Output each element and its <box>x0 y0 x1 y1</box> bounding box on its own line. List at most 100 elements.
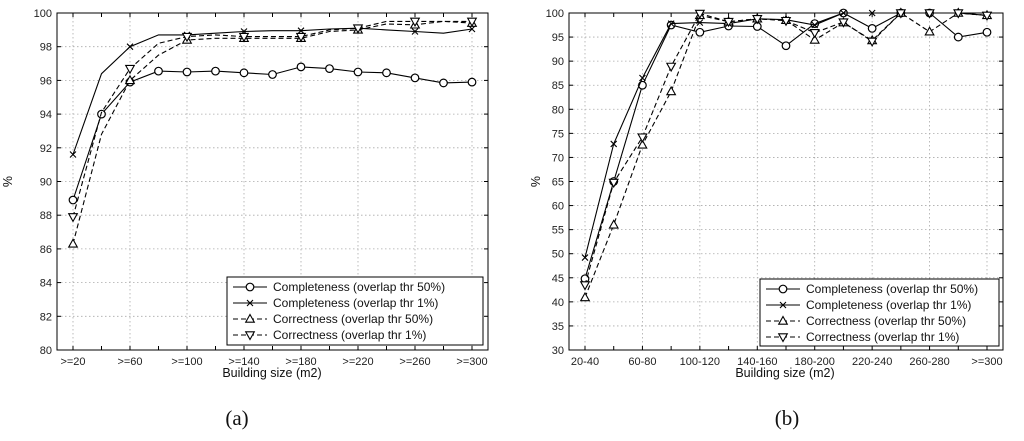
series-line <box>72 20 472 218</box>
series-triangle-up <box>579 7 993 302</box>
y-tick-label: 70 <box>552 152 564 164</box>
data-point <box>581 254 589 261</box>
data-point <box>67 213 79 223</box>
x-tick-label: 20-40 <box>571 356 599 368</box>
legend-label: Correctness (overlap thr 1%) <box>273 328 426 342</box>
x-tick-label: >=180 <box>285 356 316 368</box>
y-axis-label: % <box>1 176 15 187</box>
y-tick-label: 86 <box>40 244 52 256</box>
x-tick-label: 60-80 <box>628 356 656 368</box>
data-point <box>211 66 220 76</box>
series-line <box>72 27 473 155</box>
y-axis-label: % <box>529 176 543 187</box>
x-tick-label: 100-120 <box>680 356 720 368</box>
y-tick-label: 95 <box>552 32 564 44</box>
data-point <box>154 66 163 76</box>
data-point <box>610 140 618 148</box>
legend-marker <box>245 282 255 292</box>
series-x <box>69 24 476 158</box>
y-tick-label: 35 <box>552 321 564 333</box>
series-line <box>72 20 473 244</box>
y-tick-label: 45 <box>552 273 564 285</box>
data-point <box>409 17 421 28</box>
data-point <box>694 9 706 20</box>
data-point <box>69 151 77 158</box>
x-tick-label: >=300 <box>971 356 1002 368</box>
data-point <box>981 11 993 22</box>
data-point <box>840 9 847 17</box>
data-point <box>68 195 78 205</box>
y-tick-label: 50 <box>552 249 564 261</box>
y-tick-label: 60 <box>552 201 564 213</box>
data-point <box>126 43 134 51</box>
legend-label: Completeness (overlap thr 50%) <box>273 280 445 294</box>
data-point <box>953 32 963 42</box>
y-tick-label: 80 <box>40 345 52 357</box>
legend-label: Correctness (overlap thr 1%) <box>806 330 959 344</box>
y-tick-label: 82 <box>40 311 52 323</box>
x-tick-label: >=300 <box>456 356 487 368</box>
y-tick-label: 30 <box>552 345 564 357</box>
y-tick-label: 100 <box>546 8 564 20</box>
data-point <box>295 32 307 43</box>
data-point <box>695 27 705 37</box>
data-point <box>639 74 646 82</box>
y-tick-label: 88 <box>40 210 52 222</box>
panel-caption: (b) <box>775 406 800 430</box>
legend-box <box>226 276 484 346</box>
x-tick-label: >=260 <box>399 356 430 368</box>
data-point <box>924 26 935 36</box>
data-point <box>608 219 619 229</box>
data-point <box>637 139 648 149</box>
data-point <box>866 37 878 48</box>
data-point <box>809 28 820 39</box>
legend-marker <box>777 333 789 343</box>
data-point <box>665 62 677 73</box>
data-point <box>352 24 364 34</box>
chart-panel-a: 80 82 84 86 88 90 92 94 96 98 100 >=20 >=60 >=100 >=14… <box>1 8 489 430</box>
data-point <box>239 68 249 78</box>
x-tick-label: 180-200 <box>795 356 835 368</box>
data-point <box>467 77 477 87</box>
data-point <box>895 9 907 19</box>
data-point <box>124 64 136 75</box>
series-triangle-down <box>67 17 478 223</box>
data-point <box>867 24 877 33</box>
data-point <box>608 178 619 189</box>
x-tick-label: >=60 <box>117 356 142 368</box>
data-point <box>780 16 792 27</box>
legend-box <box>759 278 1000 347</box>
data-point <box>297 27 305 35</box>
series-line <box>584 12 988 298</box>
data-point <box>181 32 193 43</box>
legend-marker <box>244 313 256 323</box>
chart-panel-b: 30 35 40 45 50 55 60 65 70 75 80 85 90 95 100 20-40 60-8… <box>529 7 1004 430</box>
legend-marker <box>244 331 256 341</box>
y-tick-label: 65 <box>552 177 564 189</box>
data-point <box>439 78 448 88</box>
y-tick-label: 98 <box>40 42 52 54</box>
y-tick-label: 84 <box>40 278 52 290</box>
legend-label: Completeness (overlap thr 1%) <box>806 298 971 312</box>
x-tick-label: >=20 <box>60 356 85 368</box>
data-point <box>924 9 935 19</box>
data-point <box>579 291 591 302</box>
data-point <box>637 133 648 143</box>
y-tick-label: 92 <box>40 143 52 155</box>
data-point <box>982 27 992 37</box>
y-tick-label: 40 <box>552 297 564 309</box>
legend-label: Completeness (overlap thr 50%) <box>806 282 978 296</box>
series-line <box>72 66 473 201</box>
data-point <box>238 32 250 43</box>
y-tick-label: 100 <box>34 8 52 20</box>
data-point <box>353 67 363 77</box>
data-point <box>466 17 478 28</box>
y-tick-label: 90 <box>552 56 564 68</box>
series-triangle-down <box>579 9 993 291</box>
data-point <box>838 18 849 28</box>
data-point <box>953 9 964 19</box>
series-triangle-up <box>67 17 478 248</box>
series-line <box>584 12 988 286</box>
x-axis-label: Building size (m2) <box>222 366 321 380</box>
